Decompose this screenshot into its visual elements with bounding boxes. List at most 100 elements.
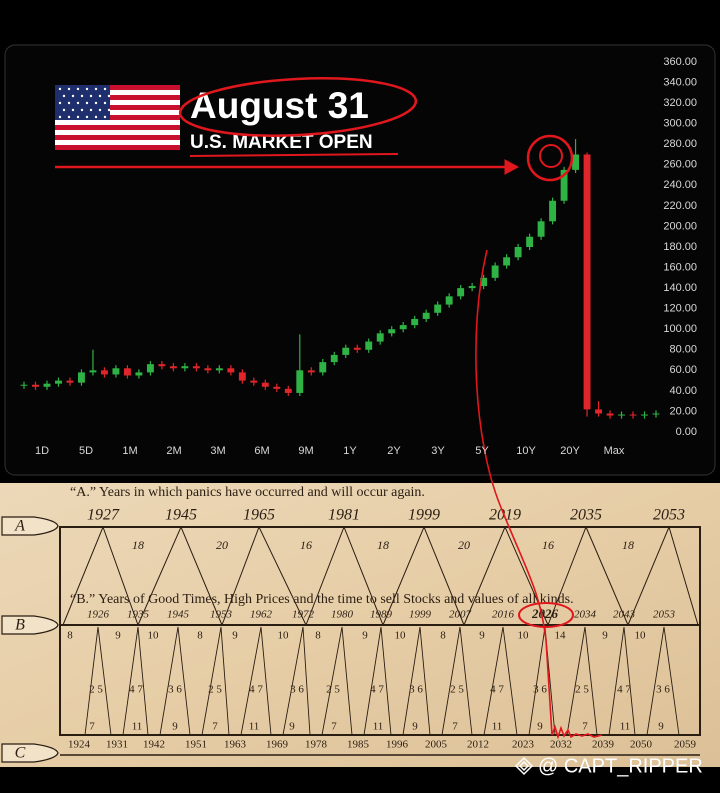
- a-interval: 16: [542, 538, 554, 552]
- c-year: 2039: [592, 739, 615, 751]
- candle-body: [169, 366, 177, 369]
- range-button[interactable]: 6M: [254, 445, 269, 457]
- a-triangle: [547, 525, 629, 626]
- b-lower-count: 7: [582, 721, 588, 733]
- range-button[interactable]: 1M: [122, 445, 137, 457]
- row-letter: A: [14, 518, 25, 535]
- b-year: 2007: [449, 609, 472, 621]
- candle-body: [652, 413, 660, 415]
- b-upper-count: 14: [555, 630, 567, 642]
- candle-body: [238, 372, 246, 381]
- y-tick-label: 300.00: [663, 118, 697, 130]
- date-title: August 31: [190, 85, 369, 126]
- b-middle-count: 4 7: [129, 684, 143, 696]
- b-year: 2043: [613, 609, 636, 621]
- range-button[interactable]: 2M: [166, 445, 181, 457]
- range-button[interactable]: 1Y: [343, 445, 357, 457]
- flag-stripe: [55, 125, 180, 130]
- flag-stripe: [55, 90, 180, 95]
- b-upper-count: 8: [315, 630, 321, 642]
- flag-star: [98, 108, 102, 112]
- range-button[interactable]: 5Y: [475, 445, 489, 457]
- candle-body: [572, 154, 580, 170]
- c-year: 2050: [630, 739, 653, 751]
- pointing-hand: [1, 743, 59, 763]
- flag-star: [94, 101, 98, 105]
- b-upper-count: 8: [197, 630, 203, 642]
- range-button[interactable]: 5D: [79, 445, 93, 457]
- candle-body: [204, 368, 212, 371]
- candle-body: [227, 368, 235, 373]
- flag-star: [107, 108, 111, 112]
- flag-stripe: [55, 140, 180, 145]
- b-lower-count: 7: [89, 721, 95, 733]
- candle-body: [434, 304, 442, 313]
- range-button[interactable]: 9M: [298, 445, 313, 457]
- c-year: 1931: [106, 739, 128, 751]
- b-triangle: [566, 626, 598, 736]
- a-caption: “A.” Years in which panics have occurred…: [70, 485, 425, 500]
- candle-body: [480, 277, 488, 287]
- c-year: 2005: [425, 739, 448, 751]
- flag-star: [89, 108, 93, 112]
- projection-line: [475, 249, 553, 736]
- y-tick-label: 320.00: [663, 97, 697, 109]
- flag-star: [85, 115, 89, 119]
- flag-star: [76, 87, 80, 91]
- y-tick-label: 360.00: [663, 56, 697, 68]
- a-triangle: [463, 525, 549, 626]
- candle-body: [273, 386, 281, 389]
- y-tick-label: 60.00: [669, 364, 697, 376]
- flag-star: [103, 87, 107, 91]
- watermark-text: @ CAPT_RIPPER: [538, 755, 703, 777]
- a-year: 2035: [570, 507, 602, 524]
- a-year: 1981: [328, 507, 360, 524]
- watermark-logo: [514, 756, 534, 776]
- b-upper-count: 9: [115, 630, 121, 642]
- b-upper-count: 8: [440, 630, 446, 642]
- a-interval: 20: [458, 538, 470, 552]
- candle-body: [514, 247, 522, 258]
- candle-body: [192, 366, 200, 369]
- b-triangle: [84, 626, 112, 736]
- range-button[interactable]: 2Y: [387, 445, 401, 457]
- candle-body: [158, 364, 166, 367]
- flag-stripe: [55, 100, 180, 105]
- range-button[interactable]: 3Y: [431, 445, 445, 457]
- candle-body: [181, 366, 189, 369]
- flag-star: [107, 94, 111, 98]
- flag-star: [58, 87, 62, 91]
- range-button[interactable]: 1D: [35, 445, 49, 457]
- range-button[interactable]: Max: [604, 445, 625, 457]
- b-year: 2026: [531, 606, 559, 621]
- y-tick-label: 260.00: [663, 159, 697, 171]
- range-button[interactable]: 20Y: [560, 445, 580, 457]
- b-year: 1999: [409, 609, 432, 621]
- b-middle-count: 3 6: [409, 684, 423, 696]
- range-button[interactable]: 3M: [210, 445, 225, 457]
- b-triangle: [159, 626, 191, 736]
- c-year: 1996: [386, 739, 409, 751]
- flag-star: [58, 115, 62, 119]
- b-triangle: [608, 626, 636, 736]
- a-year: 2053: [653, 507, 685, 524]
- b-middle-count: 3 6: [656, 684, 670, 696]
- candle-body: [319, 362, 327, 373]
- b-upper-count: 9: [602, 630, 608, 642]
- b-lower-count: 11: [492, 721, 503, 733]
- b-caption: “B.” Years of Good Times, High Prices an…: [70, 592, 574, 607]
- b-triangle: [441, 626, 473, 736]
- y-tick-label: 20.00: [669, 405, 697, 417]
- flag-star: [103, 115, 107, 119]
- flag-star: [62, 94, 66, 98]
- flag-star: [76, 101, 80, 105]
- b-year: 1962: [250, 609, 273, 621]
- candle-body: [388, 329, 396, 334]
- candle-body: [606, 413, 614, 416]
- range-button[interactable]: 10Y: [516, 445, 536, 457]
- y-tick-label: 40.00: [669, 385, 697, 397]
- b-triangle: [646, 626, 680, 736]
- flag-star: [80, 108, 84, 112]
- c-year: 1978: [305, 739, 328, 751]
- candle-body: [595, 409, 602, 414]
